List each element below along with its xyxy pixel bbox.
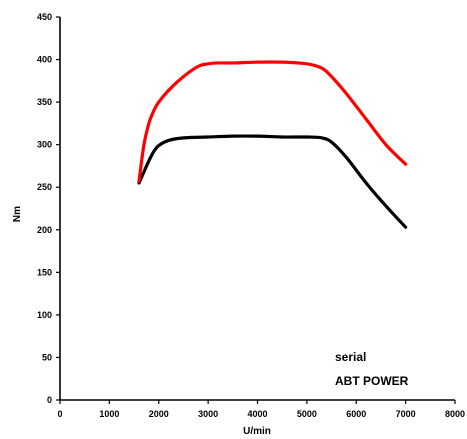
x-tick-label: 5000: [297, 409, 317, 419]
x-tick-label: 6000: [346, 409, 366, 419]
series: [137, 60, 408, 229]
x-tick-label: 4000: [247, 409, 267, 419]
y-tick-label: 400: [37, 55, 52, 65]
x-tick-label: 1000: [99, 409, 119, 419]
legend: serial ABT POWER: [335, 350, 409, 388]
y-tick-label: 0: [47, 395, 52, 405]
x-axis-title: U/min: [243, 426, 271, 437]
y-tick-label: 200: [37, 225, 52, 235]
axes: [59, 17, 455, 401]
y-tick-label: 250: [37, 182, 52, 192]
legend-line-abt-power: ABT POWER: [335, 374, 409, 388]
y-tick-label: 50: [42, 352, 52, 362]
y-tick-label: 100: [37, 310, 52, 320]
series-line-serial: [137, 134, 408, 229]
y-tick-label: 450: [37, 12, 52, 22]
x-tick-label: 0: [57, 409, 62, 419]
x-tick-label: 7000: [396, 409, 416, 419]
x-tick-label: 3000: [198, 409, 218, 419]
x-tick-label: 2000: [149, 409, 169, 419]
y-tick-label: 350: [37, 97, 52, 107]
y-axis-title: Nm: [12, 206, 23, 222]
y-tick-label: 150: [37, 267, 52, 277]
series-line-abt-power: [137, 60, 408, 183]
ticks: 0 50 100 150 200 250 300 350 400 450 0 1000 2000 3000…: [37, 12, 465, 419]
x-tick-label: 8000: [445, 409, 465, 419]
y-tick-label: 300: [37, 140, 52, 150]
legend-line-serial: serial: [335, 350, 366, 364]
